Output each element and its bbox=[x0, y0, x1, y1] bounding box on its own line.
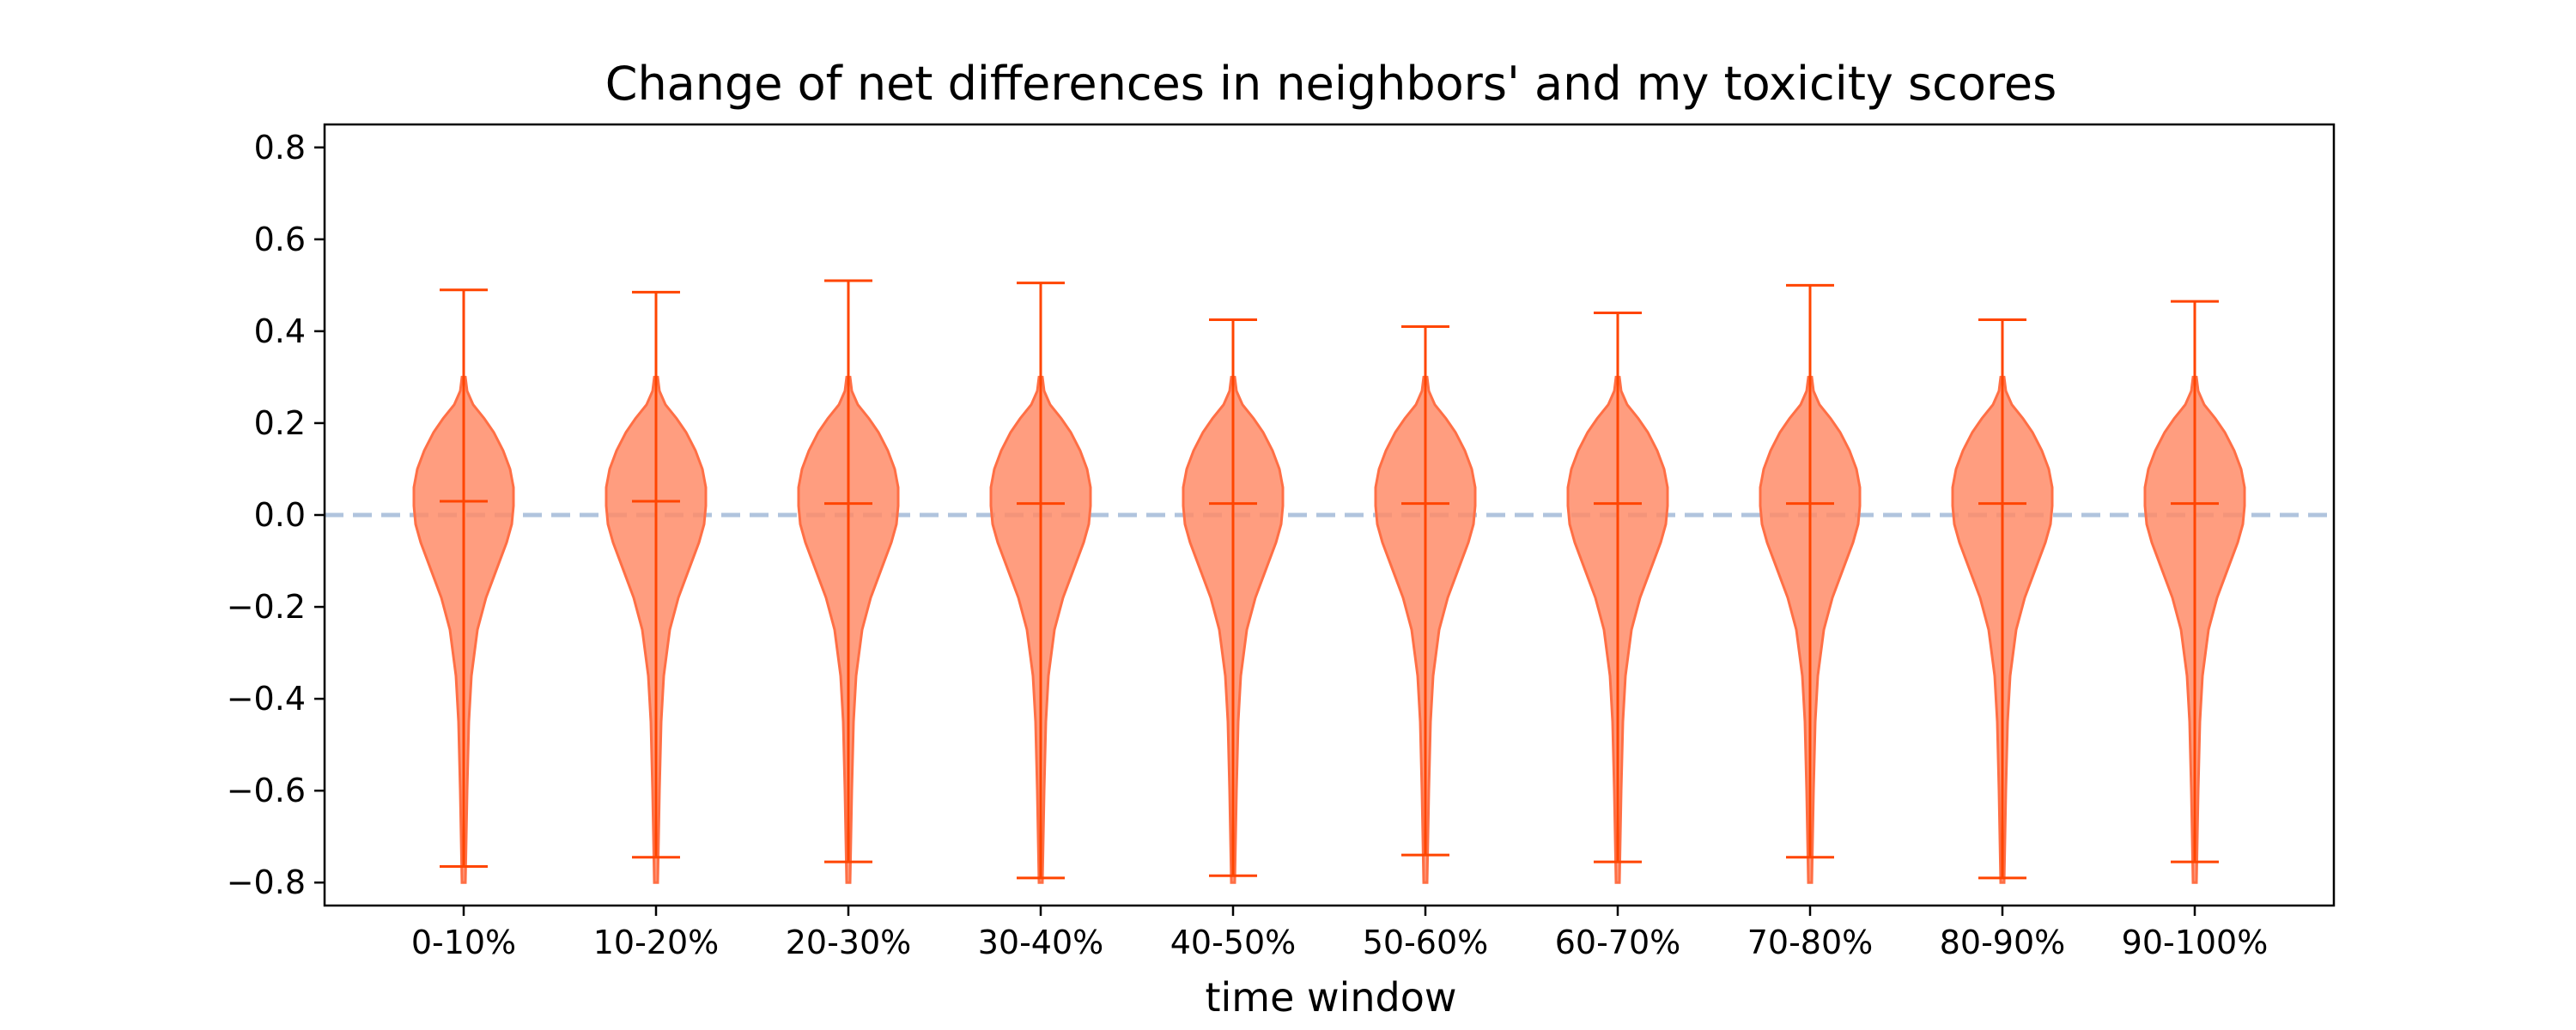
y-tick-label: −0.6 bbox=[227, 772, 306, 809]
violin-90-100% bbox=[2143, 300, 2246, 884]
x-axis-label: time window bbox=[1205, 974, 1456, 1021]
y-tick-label: 0.8 bbox=[254, 129, 306, 167]
violin-60-70% bbox=[1566, 311, 1669, 884]
chart-title: Change of net differences in neighbors' … bbox=[605, 57, 2057, 111]
x-tick-label: 10-20% bbox=[593, 924, 720, 961]
violin-80-90% bbox=[1951, 318, 2054, 884]
plot-area: 0-10% 10-20% 20-30% 30-40% 40-50% 50-60% 60-70… bbox=[227, 123, 2336, 961]
y-tick-label: −0.4 bbox=[227, 680, 306, 718]
x-tick-label: 0-10% bbox=[411, 924, 516, 961]
violin-30-40% bbox=[989, 282, 1092, 884]
y-tick-label: 0.4 bbox=[254, 312, 306, 350]
violin-40-50% bbox=[1182, 318, 1285, 884]
x-tick-label: 80-90% bbox=[1940, 924, 2066, 961]
x-tick-label: 20-30% bbox=[786, 924, 912, 961]
violin-70-80% bbox=[1759, 283, 1862, 884]
x-tick-label: 40-50% bbox=[1170, 924, 1297, 961]
x-tick-label: 70-80% bbox=[1747, 924, 1874, 961]
violin-10-20% bbox=[605, 290, 708, 884]
x-tick-label: 60-70% bbox=[1555, 924, 1681, 961]
x-tick-label: 50-60% bbox=[1363, 924, 1489, 961]
x-tick-label: 90-100% bbox=[2122, 924, 2269, 961]
x-tick-label: 30-40% bbox=[978, 924, 1104, 961]
y-tick-label: −0.2 bbox=[227, 588, 306, 626]
y-tick-label: 0.6 bbox=[254, 221, 306, 258]
y-tick-label: 0.0 bbox=[254, 496, 306, 534]
violin-0-10% bbox=[412, 288, 515, 884]
violin-50-60% bbox=[1374, 325, 1477, 884]
y-tick-label: −0.8 bbox=[227, 863, 306, 901]
violin-20-30% bbox=[797, 279, 900, 884]
plot-frame bbox=[323, 123, 2336, 907]
y-tick-label: 0.2 bbox=[254, 404, 306, 442]
